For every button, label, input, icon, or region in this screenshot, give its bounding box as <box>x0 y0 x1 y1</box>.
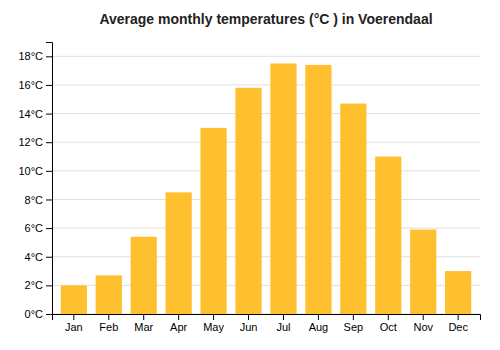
x-tick-label: Dec <box>448 321 468 333</box>
x-tick-label: Jul <box>276 321 290 333</box>
y-tick: 12°C <box>18 136 52 148</box>
y-tick-mark <box>46 228 52 229</box>
x-tick: Feb <box>99 314 118 333</box>
y-tick: 8°C <box>25 193 52 205</box>
x-tick: Dec <box>448 314 468 333</box>
y-tick: 14°C <box>18 108 52 120</box>
y-tick: 6°C <box>25 222 52 234</box>
y-tick-mark <box>46 142 52 143</box>
bar <box>200 128 226 314</box>
bar <box>305 65 331 314</box>
y-tick-label: 8°C <box>25 193 44 205</box>
y-tick-label: 14°C <box>18 108 43 120</box>
x-axis-line <box>53 315 481 321</box>
y-tick: 10°C <box>18 165 52 177</box>
bar <box>340 104 366 314</box>
x-tick-label: Jun <box>240 321 258 333</box>
bar <box>375 157 401 314</box>
chart-container: Jan Feb Mar Apr May Jun Jul Aug Sep Oct Nov Dec 0°C 2… <box>0 0 500 350</box>
y-tick-label: 6°C <box>25 222 44 234</box>
y-tick-label: 10°C <box>18 165 43 177</box>
bar <box>410 230 436 314</box>
x-tick-mark <box>458 314 459 320</box>
y-tick-mark <box>46 199 52 200</box>
x-tick-label: Mar <box>134 321 153 333</box>
x-tick-mark <box>318 314 319 320</box>
grid <box>52 56 480 314</box>
bar <box>445 271 471 314</box>
x-tick-label: Oct <box>380 321 397 333</box>
x-tick-label: Feb <box>99 321 118 333</box>
x-tick: Jul <box>276 314 290 333</box>
x-tick-label: Sep <box>344 321 364 333</box>
y-tick-label: 0°C <box>25 308 44 320</box>
x-tick-mark <box>143 314 144 320</box>
chart-svg: Jan Feb Mar Apr May Jun Jul Aug Sep Oct Nov Dec 0°C 2… <box>0 0 500 350</box>
y-tick-label: 4°C <box>25 251 44 263</box>
y-tick-mark <box>46 285 52 286</box>
bar <box>270 63 296 314</box>
marks <box>61 63 472 314</box>
x-tick: Nov <box>413 314 433 333</box>
x-tick-mark <box>248 314 249 320</box>
grid-line <box>52 142 480 143</box>
bar <box>235 88 261 314</box>
grid-line <box>52 113 480 114</box>
y-axis-line <box>46 43 53 315</box>
bar <box>61 285 87 314</box>
grid-line <box>52 170 480 171</box>
y-tick-mark <box>46 114 52 115</box>
x-tick: Oct <box>380 314 397 333</box>
x-tick-mark <box>423 314 424 320</box>
y-tick: 18°C <box>18 50 52 62</box>
bar <box>131 237 157 314</box>
x-tick-label: Aug <box>309 321 329 333</box>
y-tick-label: 16°C <box>18 79 43 91</box>
x-tick: Sep <box>344 314 364 333</box>
grid-line <box>52 84 480 85</box>
x-tick: May <box>203 314 224 333</box>
y-tick: 4°C <box>25 251 52 263</box>
y-tick-mark <box>46 314 52 315</box>
x-tick: Jun <box>240 314 258 333</box>
x-tick-label: May <box>203 321 224 333</box>
x-axis: Jan Feb Mar Apr May Jun Jul Aug Sep Oct Nov Dec <box>53 314 481 333</box>
y-tick-label: 2°C <box>25 279 44 291</box>
y-tick-mark <box>46 257 52 258</box>
x-tick-mark <box>353 314 354 320</box>
x-tick: Apr <box>170 314 187 333</box>
x-tick-mark <box>213 314 214 320</box>
grid-line <box>52 56 480 57</box>
chart-title: Average monthly temperatures (°C ) in Vo… <box>99 11 432 27</box>
y-tick: 0°C <box>25 308 52 320</box>
y-tick: 2°C <box>25 279 52 291</box>
x-tick: Mar <box>134 314 153 333</box>
x-tick-label: Nov <box>413 321 433 333</box>
x-tick-label: Apr <box>170 321 187 333</box>
x-tick-mark <box>388 314 389 320</box>
x-tick: Jan <box>65 314 83 333</box>
x-tick: Aug <box>309 314 329 333</box>
x-tick-mark <box>108 314 109 320</box>
x-tick-mark <box>73 314 74 320</box>
bar <box>166 192 192 314</box>
y-tick: 16°C <box>18 79 52 91</box>
x-tick-mark <box>283 314 284 320</box>
y-tick-mark <box>46 85 52 86</box>
y-axis: 0°C 2°C 4°C 6°C 8°C 10°C 12°C 14°C 16°C 18°C <box>18 43 52 321</box>
x-tick-mark <box>178 314 179 320</box>
grid-line <box>52 199 480 200</box>
y-tick-mark <box>46 171 52 172</box>
grid-line <box>52 228 480 229</box>
x-tick-label: Jan <box>65 321 83 333</box>
bar <box>96 275 122 314</box>
y-tick-label: 18°C <box>18 50 43 62</box>
y-tick-label: 12°C <box>18 136 43 148</box>
y-tick-mark <box>46 56 52 57</box>
